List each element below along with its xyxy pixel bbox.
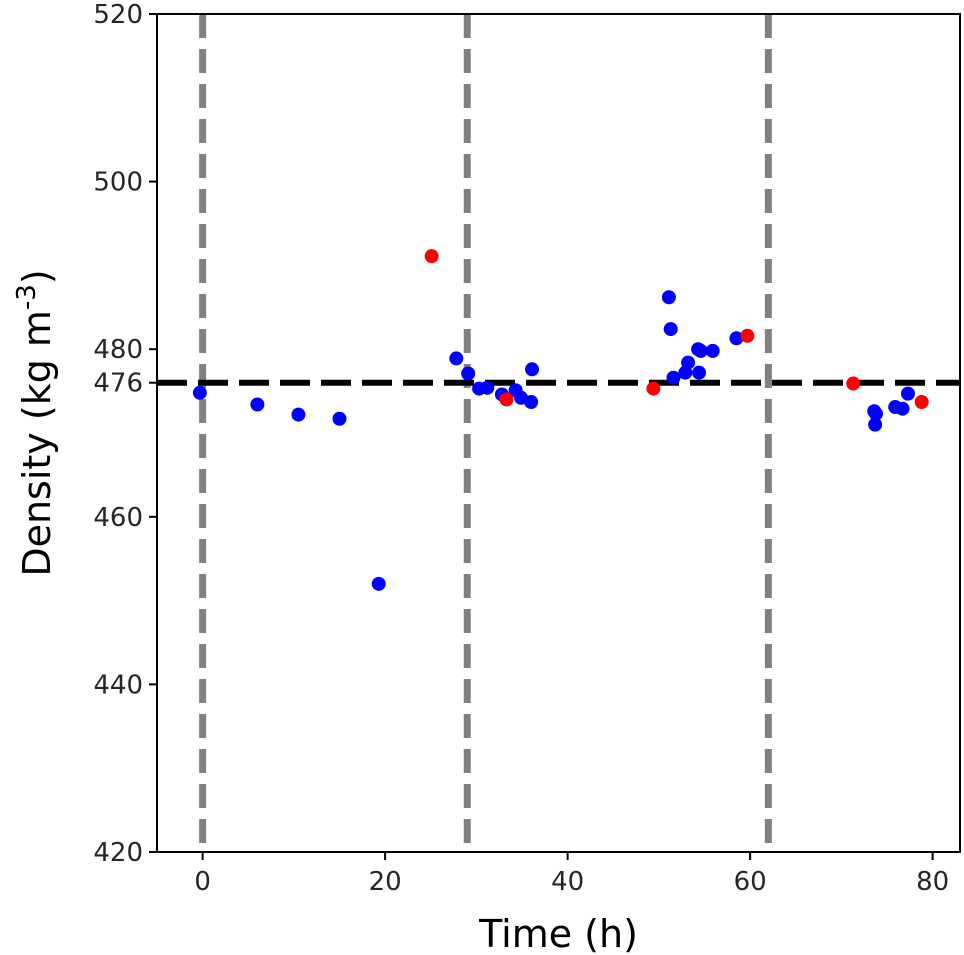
- data-point: [914, 394, 929, 409]
- data-point: [291, 407, 306, 422]
- x-tick-label: 20: [369, 867, 402, 897]
- data-point: [332, 411, 347, 426]
- data-point: [681, 355, 696, 370]
- data-point: [371, 576, 386, 591]
- y-tick-label: 440: [93, 670, 143, 700]
- data-point: [705, 343, 720, 358]
- x-tick-label: 60: [734, 867, 767, 897]
- data-point: [663, 322, 678, 337]
- x-axis-label: Time (h): [478, 912, 638, 955]
- data-point: [461, 366, 476, 381]
- data-point: [729, 331, 744, 346]
- data-point: [646, 381, 661, 396]
- data-point: [666, 370, 681, 385]
- data-point: [868, 417, 883, 432]
- data-point: [869, 406, 884, 421]
- y-tick-label: 420: [93, 838, 143, 868]
- data-point: [499, 392, 514, 407]
- data-point: [524, 394, 539, 409]
- y-tick-label: 476: [93, 369, 143, 399]
- y-axis-label-main: Density (kg m: [15, 310, 59, 577]
- plot-frame: [156, 13, 961, 853]
- data-point: [900, 386, 915, 401]
- data-point: [693, 343, 708, 358]
- y-tick-label: 480: [93, 335, 143, 365]
- data-point: [192, 385, 207, 400]
- y-axis-ticks: 420 440 460 476 480 500 520: [93, 0, 157, 868]
- data-point: [449, 351, 464, 366]
- y-tick-label: 500: [93, 168, 143, 198]
- data-point: [525, 362, 540, 377]
- data-point: [740, 328, 755, 343]
- data-point: [846, 376, 861, 391]
- data-point: [661, 290, 676, 305]
- x-tick-label: 0: [194, 867, 211, 897]
- data-point: [692, 365, 707, 380]
- y-axis-label: Density (kg m-3): [12, 269, 59, 576]
- data-point: [424, 249, 439, 264]
- data-point: [250, 397, 265, 412]
- data-points: [192, 249, 929, 591]
- y-tick-label: 460: [93, 503, 143, 533]
- x-tick-label: 80: [916, 867, 949, 897]
- y-axis-label-superscript: -3: [12, 284, 42, 310]
- x-tick-label: 40: [551, 867, 584, 897]
- data-point: [480, 380, 495, 395]
- data-point: [895, 401, 910, 416]
- x-axis-ticks: 0 20 40 60 80: [194, 852, 949, 897]
- y-tick-label: 520: [93, 0, 143, 30]
- y-axis-label-close: ): [15, 269, 59, 284]
- vertical-reference-lines: [199, 14, 772, 852]
